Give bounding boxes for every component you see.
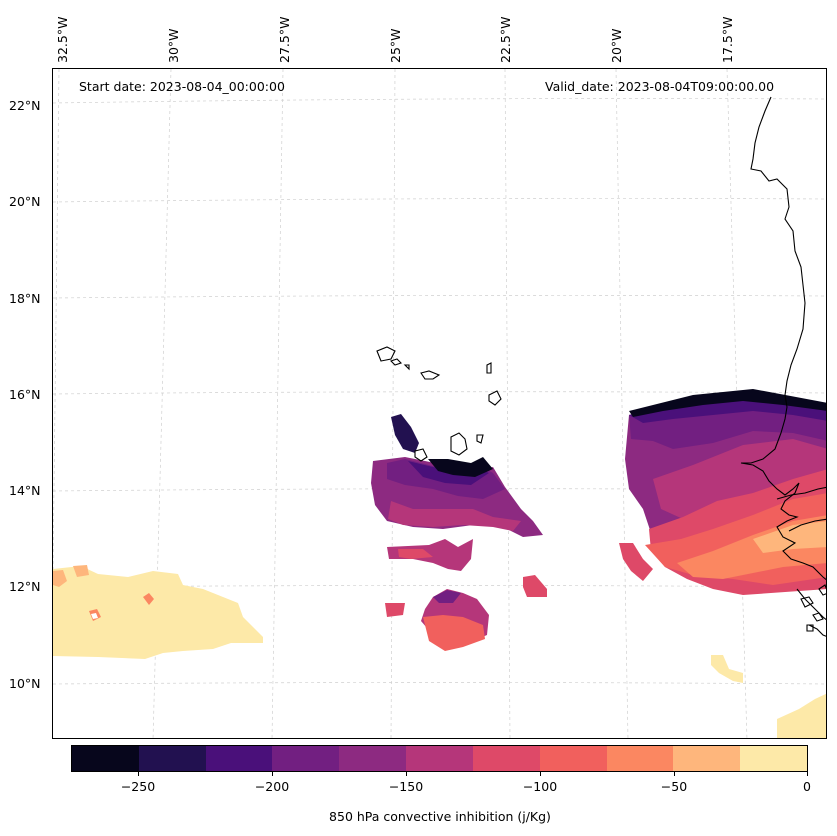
- contour-central-red: [398, 549, 433, 559]
- contour-west-hole: [91, 613, 98, 619]
- coast-guinea: [796, 588, 826, 621]
- african-coastline: [740, 96, 826, 581]
- gridline-lon-27-5: [271, 69, 284, 738]
- colorbar: [71, 745, 808, 772]
- gridline-lon-20: [615, 69, 629, 738]
- lon-label-30w: 30°W: [166, 28, 181, 63]
- lon-label-32-5w: 32.5°W: [55, 16, 70, 63]
- island-brava: [476, 434, 484, 444]
- colorbar-ticklabel-100: −100: [522, 779, 558, 794]
- colorbar-tick-200: [272, 772, 273, 776]
- map-canvas: [53, 69, 826, 738]
- lat-label-10n: 10°N: [9, 676, 41, 691]
- contour-west-pale: [53, 566, 263, 659]
- contour-southeast-pale-2: [777, 693, 826, 738]
- island-santiago: [450, 432, 468, 456]
- contour-southeast-pale: [711, 655, 743, 683]
- colorbar-ticklabel-50: −50: [660, 779, 688, 794]
- colorbar-segment-1: [138, 746, 206, 771]
- start-date-label: Start date: 2023-08-04_00:00:00: [79, 79, 285, 94]
- colorbar-segment-9: [673, 746, 741, 771]
- coastlines: [376, 96, 826, 637]
- contour-east-small-patch: [619, 543, 653, 581]
- colorbar-segment-6: [472, 746, 540, 771]
- gridline-lat-10: [53, 682, 826, 685]
- colorbar-segment-10: [740, 746, 807, 771]
- island-santa-luzia: [403, 364, 410, 371]
- lon-label-17-5w: 17.5°W: [720, 16, 735, 63]
- colorbar-ticklabel-150: −150: [388, 779, 424, 794]
- colorbar-segment-4: [339, 746, 407, 771]
- island-bissagos-3: [806, 624, 814, 632]
- colorbar-title: 850 hPa convective inhibition (j/Kg): [329, 809, 551, 824]
- contour-central-purple-2: [433, 590, 461, 603]
- colorbar-ticklabel-250: −250: [120, 779, 156, 794]
- lon-label-25w: 25°W: [388, 28, 403, 63]
- gridline-lon-25: [390, 69, 396, 738]
- coast-gambia: [776, 486, 826, 500]
- island-sao-nicolau: [389, 358, 403, 366]
- gridline-lat-20: [53, 198, 826, 203]
- lat-label-22n: 22°N: [9, 98, 41, 113]
- gridline-lon-22-5: [504, 69, 511, 738]
- gridline-lat-18: [53, 294, 826, 299]
- lat-label-20n: 20°N: [9, 194, 41, 209]
- island-sal-2: [486, 362, 492, 374]
- colorbar-segment-7: [539, 746, 607, 771]
- colorbar-tick-0: [807, 772, 808, 776]
- colorbar-segment-3: [272, 746, 340, 771]
- colorbar-tick-100: [540, 772, 541, 776]
- colorbar-segment-5: [406, 746, 473, 771]
- valid-date-label: Valid_date: 2023-08-04T09:00:00.00: [545, 79, 775, 94]
- contour-central-dark: [391, 414, 419, 453]
- contour-central-pink: [388, 501, 521, 531]
- contour-west-orange-2: [73, 565, 89, 577]
- lat-label-18n: 18°N: [9, 291, 41, 306]
- map-panel: [52, 68, 827, 739]
- lat-label-12n: 12°N: [9, 579, 41, 594]
- lon-label-27-5w: 27.5°W: [277, 16, 292, 63]
- contour-central-south-red: [423, 615, 485, 651]
- colorbar-ticklabel-0: 0: [803, 779, 811, 794]
- colorbar-tick-250: [138, 772, 139, 776]
- contour-east-darkest: [629, 389, 826, 417]
- contour-west-orange-3: [143, 593, 154, 605]
- colorbar-tick-50: [674, 772, 675, 776]
- contour-east-light-orange: [753, 521, 826, 553]
- colorbar-segment-0: [72, 746, 139, 771]
- island-bissagos-4: [818, 584, 826, 596]
- island-bissagos-1: [800, 596, 814, 608]
- island-bissagos-2: [812, 612, 824, 622]
- contour-central-red-3: [385, 603, 405, 617]
- island-boa-vista: [420, 370, 441, 380]
- gridline-lat-22: [53, 98, 826, 104]
- gridline-lon-17-5: [726, 69, 748, 738]
- lon-label-20w: 20°W: [609, 28, 624, 63]
- island-maio: [488, 390, 502, 406]
- contour-central-red-2: [523, 575, 547, 597]
- lon-label-22-5w: 22.5°W: [498, 16, 513, 63]
- contour-central-darkest: [428, 457, 493, 477]
- coast-bijagos: [788, 518, 826, 532]
- lat-label-14n: 14°N: [9, 483, 41, 498]
- colorbar-segment-8: [606, 746, 674, 771]
- island-fogo: [414, 448, 428, 462]
- island-sal: [376, 346, 396, 362]
- lat-label-16n: 16°N: [9, 387, 41, 402]
- colorbar-ticklabel-200: −200: [254, 779, 290, 794]
- contour-west-orange-1: [53, 570, 67, 587]
- cin-contours: [53, 389, 826, 738]
- colorbar-segment-2: [205, 746, 273, 771]
- colorbar-tick-150: [406, 772, 407, 776]
